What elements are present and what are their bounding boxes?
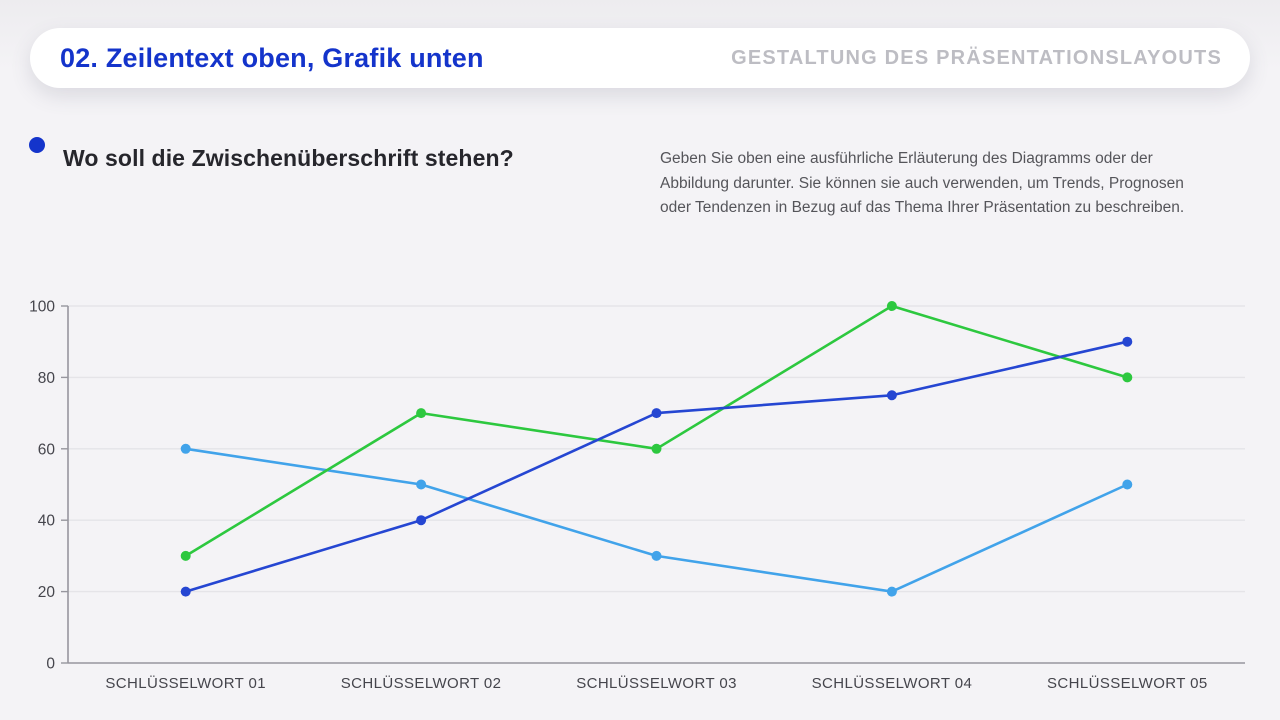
body-line: Abbildung darunter. Sie können sie auch … <box>660 174 1184 192</box>
royal-blue-series-point <box>651 408 662 419</box>
section-body-paragraph: Geben Sie oben eine ausführliche Erläute… <box>660 147 1260 221</box>
green-series-point <box>180 550 191 561</box>
green-series-point <box>651 443 662 454</box>
royal-blue-series-point <box>180 586 191 597</box>
sky-blue-series-point <box>651 550 662 561</box>
body-line: oder Tendenzen in Bezug auf das Thema Ih… <box>660 199 1185 217</box>
section-heading: Wo soll die Zwischenüberschrift stehen? <box>63 145 514 171</box>
line-chart: 0 20 40 60 80 100 SCHLÜSSELWORT 01 SCHLÜSSELWOR… <box>29 299 1245 692</box>
sky-blue-series-point <box>416 479 427 490</box>
green-series-line <box>184 304 1129 558</box>
y-tick-label: 60 <box>38 441 56 458</box>
green-series-point <box>1122 372 1133 383</box>
bullet-dot-icon <box>29 137 45 153</box>
y-tick-label: 20 <box>38 584 56 601</box>
y-tick-label: 80 <box>38 370 56 387</box>
sky-blue-series-point <box>886 586 897 597</box>
y-tick-label: 100 <box>29 299 55 316</box>
x-category-label: SCHLÜSSELWORT 02 <box>341 674 502 692</box>
x-category-label: SCHLÜSSELWORT 04 <box>812 674 973 692</box>
header-kicker: GESTALTUNG DES PRÄSENTATIONSLAYOUTS <box>731 46 1222 69</box>
green-series-point <box>886 301 897 311</box>
header-bar: 02. Zeilentext oben, Grafik unten GESTAL… <box>30 28 1250 88</box>
sky-blue-series-point <box>180 443 191 454</box>
royal-blue-series-point <box>886 390 897 401</box>
body-line: Geben Sie oben eine ausführliche Erläute… <box>660 150 1153 167</box>
x-category-label: SCHLÜSSELWORT 01 <box>105 674 266 692</box>
royal-blue-series-point <box>416 515 427 526</box>
page-title: 02. Zeilentext oben, Grafik unten <box>60 42 484 73</box>
royal-blue-series-point <box>1122 336 1133 347</box>
y-tick-label: 0 <box>46 656 55 673</box>
sky-blue-series-point <box>1122 479 1133 490</box>
x-category-label: SCHLÜSSELWORT 03 <box>576 674 737 692</box>
green-series-point <box>416 408 427 419</box>
x-category-label: SCHLÜSSELWORT 05 <box>1047 674 1208 692</box>
y-tick-label: 40 <box>38 513 56 530</box>
chart-area: 0 20 40 60 80 100 SCHLÜSSELWORT 01 SCHLÜSSELWOR… <box>0 280 1280 720</box>
